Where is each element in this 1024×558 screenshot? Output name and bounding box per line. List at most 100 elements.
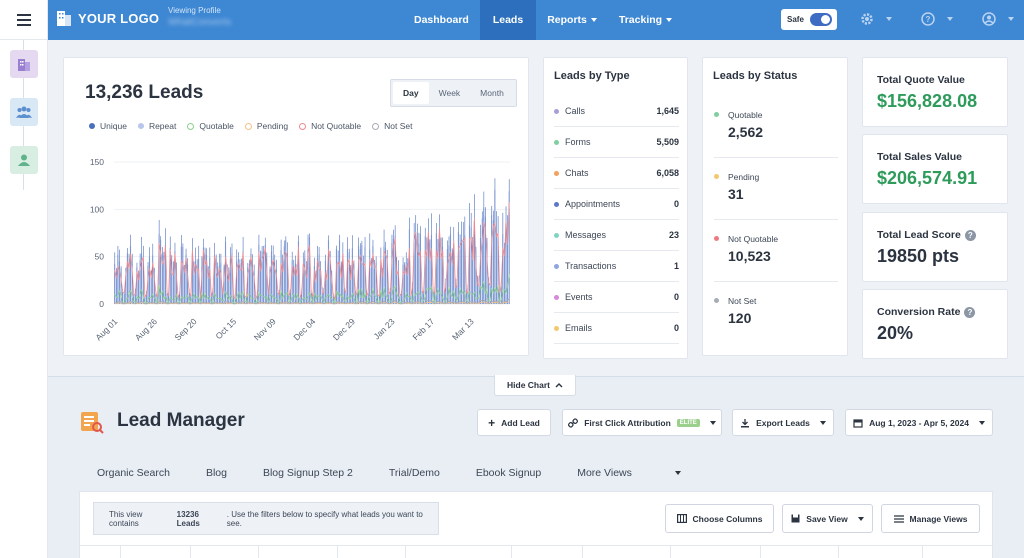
bar-unique (475, 246, 477, 304)
bar-unique (379, 293, 380, 304)
choose-columns-button[interactable]: Choose Columns (665, 504, 774, 533)
bar-unique (266, 252, 268, 304)
legend-unique[interactable]: Unique (89, 121, 127, 131)
hamburger-menu-icon[interactable] (0, 0, 47, 40)
legend-not-set[interactable]: Not Set (372, 121, 413, 131)
tab-blog[interactable]: Blog (205, 467, 227, 479)
type-row-messages[interactable]: Messages 23 (554, 220, 679, 251)
bar-unique (123, 290, 125, 304)
nav-reports[interactable]: Reports (536, 0, 608, 40)
hide-chart-button[interactable]: Hide Chart (494, 375, 576, 396)
bar-unique (334, 295, 336, 304)
building-icon[interactable] (10, 50, 38, 78)
safe-mode-toggle[interactable]: Safe (781, 9, 837, 30)
legend-not-quotable[interactable]: Not Quotable (299, 121, 361, 131)
bar-unique (477, 275, 478, 304)
type-value: 23 (668, 230, 679, 240)
bar-unique (190, 294, 192, 304)
bar-unique (345, 288, 347, 304)
bar-unique (421, 287, 423, 304)
help-icon[interactable]: ? (964, 229, 976, 241)
tab-blog-signup-step-2[interactable]: Blog Signup Step 2 (262, 467, 353, 479)
logo[interactable]: YOUR LOGO (56, 9, 159, 27)
tab-ebook-signup[interactable]: Ebook Signup (475, 467, 542, 479)
gear-icon (861, 13, 873, 25)
leads-by-status-title: Leads by Status (713, 70, 798, 82)
status-value: 10,523 (728, 248, 771, 264)
bar-unique (352, 235, 353, 304)
range-week[interactable]: Week (438, 88, 461, 98)
status-dot (714, 174, 719, 179)
logo-building-icon (57, 11, 71, 26)
status-row-quotable[interactable]: Quotable 2,562 (714, 96, 838, 158)
team-icon[interactable] (10, 98, 38, 126)
type-row-chats[interactable]: Chats 6,058 (554, 158, 679, 189)
type-row-transactions[interactable]: Transactions 1 (554, 251, 679, 282)
tab-trial-demo[interactable]: Trial/Demo (388, 467, 440, 479)
table-header (80, 545, 994, 558)
type-row-appointments[interactable]: Appointments 0 (554, 189, 679, 220)
bar-unique (447, 240, 448, 304)
nav-dashboard[interactable]: Dashboard (414, 14, 469, 26)
attribution-dropdown[interactable]: First Click Attribution ELITE (562, 409, 722, 436)
bar-unique (371, 258, 372, 304)
bar-unique (409, 217, 410, 304)
date-range-picker[interactable]: Aug 1, 2023 - Apr 5, 2024 (845, 409, 993, 436)
status-row-pending[interactable]: Pending 31 (714, 158, 838, 220)
leads-by-status-card: Leads by Status Quotable 2,562 Pending 31 No… (702, 57, 848, 356)
nav-leads[interactable]: Leads (479, 0, 537, 40)
range-day[interactable]: Day (393, 82, 429, 104)
save-view-button[interactable]: Save View (782, 504, 873, 533)
type-value: 0 (673, 199, 679, 209)
tab-organic-search[interactable]: Organic Search (97, 467, 170, 479)
legend-pending[interactable]: Pending (244, 121, 288, 131)
bar-unique (176, 262, 177, 304)
help-menu[interactable]: ? (921, 12, 953, 26)
manage-views-button[interactable]: Manage Views (881, 504, 980, 533)
bar-unique (307, 234, 309, 304)
type-row-forms[interactable]: Forms 5,509 (554, 127, 679, 158)
status-name: Quotable (728, 110, 763, 120)
bar-unique (263, 245, 264, 304)
bar-unique (310, 289, 312, 304)
status-name: Not Quotable (728, 234, 779, 244)
add-lead-button[interactable]: + Add Lead (477, 409, 551, 436)
legend-repeat[interactable]: Repeat (137, 121, 176, 131)
bar-unique (456, 279, 458, 304)
status-row-not-quotable[interactable]: Not Quotable 10,523 (714, 220, 838, 282)
kpi-total-quote-value: Total Quote Value $156,828.08 (862, 57, 1008, 127)
top-navigation-bar: YOUR LOGO Viewing Profile WhatConverts D… (48, 0, 1024, 40)
settings-menu[interactable] (860, 12, 892, 26)
bar-unique (177, 295, 179, 304)
type-row-events[interactable]: Events 0 (554, 282, 679, 313)
bar-unique (192, 238, 193, 304)
series-line-quotable (114, 274, 510, 304)
main-nav: Dashboard Leads Reports Tracking (403, 0, 683, 40)
bar-unique (432, 289, 434, 304)
bar-unique (220, 253, 222, 304)
bar-unique (336, 245, 337, 304)
bar-unique (135, 288, 136, 304)
nav-tracking[interactable]: Tracking (608, 0, 683, 40)
bar-unique (342, 242, 344, 304)
toggle-switch[interactable] (810, 13, 832, 26)
type-row-emails[interactable]: Emails 0 (554, 313, 679, 344)
help-icon[interactable]: ? (964, 306, 976, 318)
profile-selector[interactable]: Viewing Profile WhatConverts (168, 6, 231, 28)
legend-quotable[interactable]: Quotable (187, 121, 234, 131)
bar-unique (276, 259, 277, 304)
range-month[interactable]: Month (480, 88, 504, 98)
user-icon[interactable] (10, 146, 38, 174)
bar-unique (394, 225, 396, 304)
status-row-not-set[interactable]: Not Set 120 (714, 282, 838, 344)
type-row-calls[interactable]: Calls 1,645 (554, 96, 679, 127)
export-leads-button[interactable]: Export Leads (732, 409, 834, 436)
type-dot (554, 108, 559, 114)
calendar-icon (853, 418, 863, 428)
bar-unique (306, 261, 307, 304)
account-menu[interactable] (982, 12, 1014, 26)
tab-more-views[interactable]: More Views (577, 467, 681, 479)
status-dot (714, 236, 719, 241)
bar-unique (369, 233, 371, 304)
leads-by-type-card: Leads by Type Calls 1,645 Forms 5,509 Chats 6… (543, 57, 688, 359)
